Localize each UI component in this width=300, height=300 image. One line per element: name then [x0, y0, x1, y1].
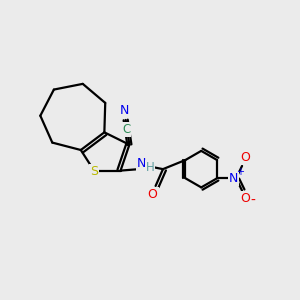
Text: -: - [250, 194, 255, 208]
Text: S: S [90, 165, 98, 178]
Text: N: N [119, 104, 129, 117]
Text: O: O [240, 151, 250, 164]
Text: N: N [229, 172, 238, 185]
Text: +: + [236, 167, 244, 177]
Text: O: O [240, 192, 250, 206]
Text: O: O [148, 188, 158, 201]
Text: C: C [122, 123, 130, 136]
Text: H: H [146, 160, 154, 174]
Text: N: N [137, 157, 146, 170]
